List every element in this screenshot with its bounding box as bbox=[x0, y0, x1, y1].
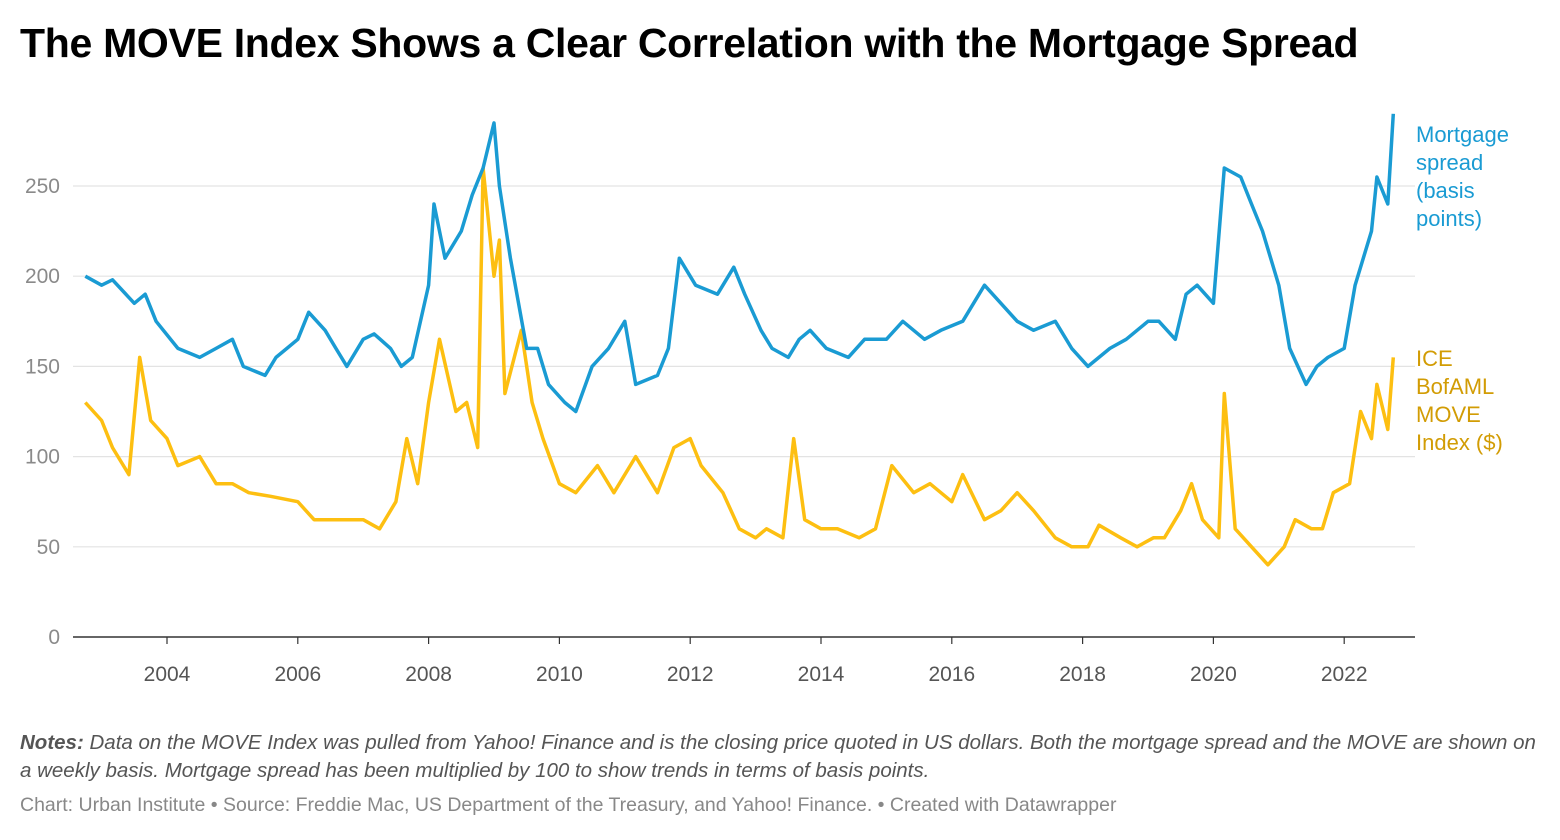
series-label-move-index: ICE BofAML MOVE Index ($) bbox=[1416, 346, 1503, 455]
x-tick-label: 2022 bbox=[1321, 663, 1368, 686]
series-line-move-index bbox=[84, 166, 1396, 567]
x-tick-label: 2020 bbox=[1190, 663, 1237, 686]
x-tick-label: 2008 bbox=[405, 663, 452, 686]
series-label-mortgage-spread: Mortgage spread (basis points) bbox=[1416, 122, 1509, 231]
notes: Notes: Data on the MOVE Index was pulled… bbox=[20, 729, 1540, 785]
y-tick-label: 250 bbox=[25, 175, 60, 198]
notes-text: Data on the MOVE Index was pulled from Y… bbox=[20, 731, 1536, 782]
line-chart: 0 50 100 150 200 250 2004 2006 2008 2010 2012 2014… bbox=[25, 113, 1415, 686]
chart-title: The MOVE Index Shows a Clear Correlation… bbox=[20, 20, 1359, 66]
notes-label: Notes: bbox=[20, 731, 84, 754]
y-tick-label: 0 bbox=[48, 626, 60, 649]
y-tick-label: 200 bbox=[25, 265, 60, 288]
y-axis: 0 50 100 150 200 250 bbox=[25, 175, 60, 649]
x-tick-label: 2010 bbox=[536, 663, 583, 686]
x-tick-label: 2006 bbox=[274, 663, 321, 686]
x-axis: 2004 2006 2008 2010 2012 2014 2016 2018 2020 2022 bbox=[73, 636, 1415, 686]
series-lines bbox=[84, 113, 1396, 567]
x-tick-label: 2004 bbox=[144, 663, 191, 686]
y-tick-label: 50 bbox=[37, 536, 60, 559]
series-line-mortgage-spread bbox=[84, 113, 1396, 414]
x-tick-label: 2018 bbox=[1059, 663, 1106, 686]
y-tick-label: 150 bbox=[25, 355, 60, 378]
x-tick-label: 2016 bbox=[928, 663, 975, 686]
y-tick-label: 100 bbox=[25, 446, 60, 469]
x-tick-label: 2014 bbox=[798, 663, 845, 686]
gridlines bbox=[73, 185, 1415, 548]
source-line: Chart: Urban Institute • Source: Freddie… bbox=[20, 794, 1117, 816]
x-tick-label: 2012 bbox=[667, 663, 714, 686]
